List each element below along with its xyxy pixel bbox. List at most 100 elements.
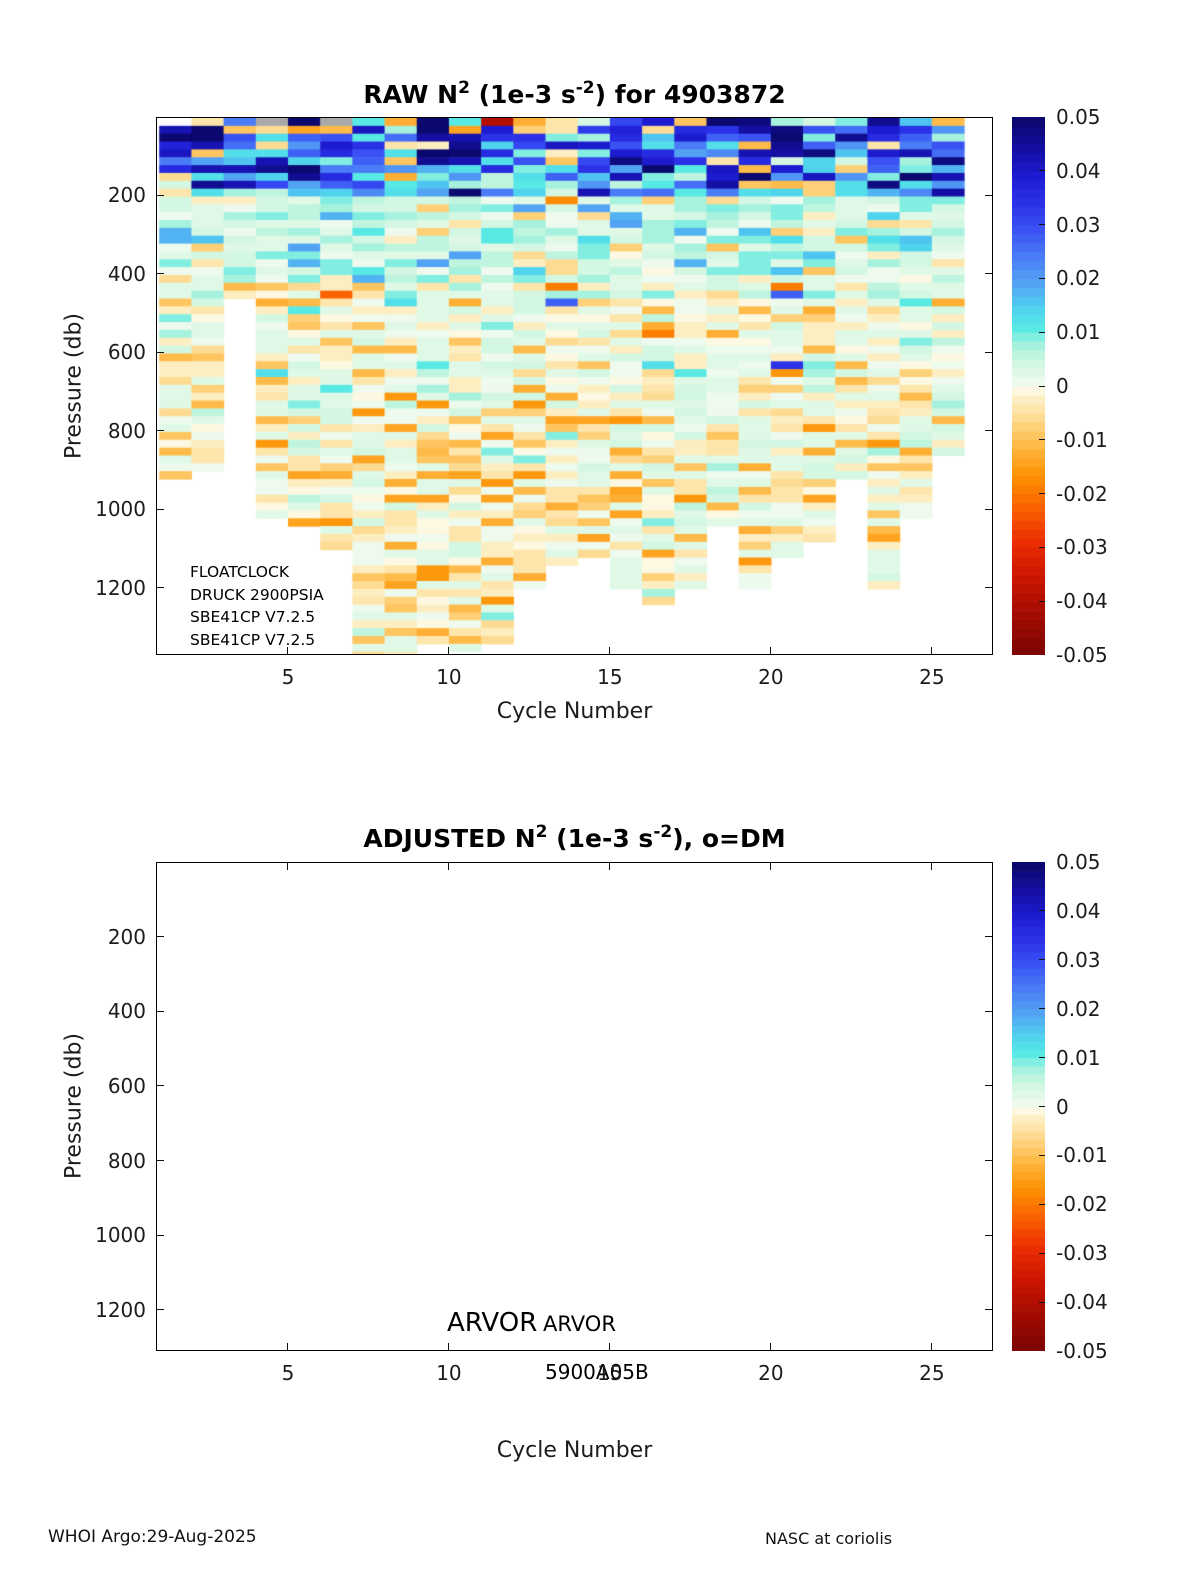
y-tick-label: 1000: [95, 497, 146, 522]
colorbar-tick: [1039, 546, 1045, 548]
y-tick-right: [985, 430, 992, 432]
plot1-title: RAW N2 (1e-3 s-2) for 4903872: [156, 78, 993, 109]
y-tick-label: 600: [107, 1073, 146, 1098]
x-tick-label: 20: [758, 1361, 784, 1385]
colorbar-tick-label: -0.04: [1056, 1290, 1108, 1315]
x-tick-label: 5: [281, 665, 295, 689]
colorbar-tick: [1039, 1057, 1045, 1059]
x-tick-label: 15: [597, 665, 623, 689]
y-tick-right: [985, 1085, 992, 1087]
colorbar-tick-label: 0.02: [1056, 266, 1101, 291]
x-tick-label: 25: [919, 1361, 945, 1385]
colorbar-tick: [1039, 331, 1045, 333]
colorbar-tick: [1039, 959, 1045, 961]
colorbar-tick: [1039, 277, 1045, 279]
plot1-xlabel: Cycle Number: [496, 699, 653, 724]
colorbar-tick-label: -0.04: [1056, 589, 1108, 614]
colorbar-tick-label: -0.02: [1056, 481, 1108, 506]
colorbar-tick-label: 0: [1056, 1094, 1069, 1119]
colorbar-tick-label: 0.02: [1056, 996, 1101, 1021]
plot1-instrument-notes: FLOATCLOCK DRUCK 2900PSIA SBE41CP V7.2.5…: [190, 561, 324, 651]
plot2-axes: [156, 862, 993, 1351]
x-tick-top: [448, 863, 450, 870]
note-line-2: DRUCK 2900PSIA: [190, 585, 324, 604]
colorbar-tick: [1039, 170, 1045, 172]
plot1-title-text: RAW N: [363, 80, 459, 109]
footer-left: WHOI Argo:29-Aug-2025: [48, 1527, 257, 1547]
plot1-title-suffix: ) for 4903872: [594, 80, 786, 109]
y-tick-label: 800: [107, 1148, 146, 1173]
colorbar-tick-label: -0.01: [1056, 1143, 1108, 1168]
colorbar-tick-label: 0: [1056, 374, 1069, 398]
note-line-1: FLOATCLOCK: [190, 563, 289, 581]
colorbar-tick: [1039, 1106, 1045, 1107]
y-tick-right: [985, 587, 992, 589]
x-tick: [287, 1343, 289, 1350]
y-tick-right: [985, 194, 992, 196]
y-tick-right: [985, 1309, 992, 1311]
colorbar-tick: [1039, 224, 1045, 226]
colorbar-tick-label: 0.01: [1056, 1045, 1101, 1070]
colorbar-tick: [1039, 1301, 1045, 1303]
x-tick-label: 20: [758, 665, 784, 689]
y-tick-right: [985, 273, 992, 275]
colorbar-tick: [1039, 493, 1045, 495]
colorbar-tick: [1039, 439, 1045, 441]
x-tick-top: [770, 863, 772, 870]
x-tick-label: 5: [281, 1361, 295, 1385]
footer-right: NASC at coriolis: [765, 1529, 893, 1548]
y-tick: [157, 1085, 164, 1087]
y-tick: [157, 351, 164, 353]
plot2-annotation-float-id: 5900A05B: [545, 1360, 649, 1384]
colorbar-tick: [1039, 385, 1045, 387]
y-tick: [157, 1160, 164, 1162]
y-tick-label: 400: [107, 261, 146, 286]
plot2-title-sup1: 2: [535, 822, 548, 842]
x-tick: [448, 647, 450, 654]
x-tick: [609, 647, 611, 654]
y-tick-label: 1000: [95, 1223, 146, 1248]
x-tick-top: [931, 863, 933, 870]
colorbar-tick-label: 0.01: [1056, 320, 1101, 345]
y-tick: [157, 430, 164, 432]
colorbar-tick-label: -0.01: [1056, 427, 1108, 452]
plot1-title-sup1: 2: [458, 78, 470, 98]
y-tick-label: 1200: [95, 1297, 146, 1322]
y-tick-right: [985, 1234, 992, 1236]
plot2-annotation-arvor-small: ARVOR: [543, 1312, 616, 1336]
y-tick-label: 200: [107, 924, 146, 949]
x-tick-label: 25: [919, 665, 945, 689]
plot2-title: ADJUSTED N2 (1e-3 s-2), o=DM: [156, 822, 993, 853]
x-tick-label: 10: [436, 1361, 462, 1385]
y-tick: [157, 194, 164, 196]
colorbar-tick: [1039, 1203, 1045, 1205]
x-tick: [931, 1343, 933, 1350]
colorbar-tick: [1039, 1154, 1045, 1156]
y-tick-right: [985, 1010, 992, 1012]
y-tick-right: [985, 508, 992, 510]
y-tick-label: 1200: [95, 575, 146, 600]
x-tick-label: 15: [597, 1361, 623, 1385]
colorbar-tick-label: 0.03: [1056, 947, 1101, 972]
plot2-xlabel: Cycle Number: [496, 1438, 653, 1463]
x-tick: [448, 1343, 450, 1350]
colorbar-tick-label: 0.05: [1056, 105, 1101, 129]
x-tick-top: [609, 863, 611, 870]
colorbar-tick: [1039, 600, 1045, 602]
x-tick: [770, 1343, 772, 1350]
x-tick: [287, 647, 289, 654]
y-tick-label: 200: [107, 183, 146, 208]
x-tick: [770, 647, 772, 654]
y-tick: [157, 1010, 164, 1012]
colorbar-tick-label: 0.03: [1056, 212, 1101, 237]
plot2-title-text: ADJUSTED N: [363, 824, 536, 853]
x-tick: [609, 1343, 611, 1350]
y-tick: [157, 1234, 164, 1236]
plot2-title-suffix: ), o=DM: [672, 824, 786, 853]
y-tick: [157, 273, 164, 275]
colorbar-tick: [1039, 1008, 1045, 1010]
plot1-title-mid: (1e-3 s: [469, 80, 576, 109]
note-line-4: SBE41CP V7.2.5: [190, 630, 316, 649]
colorbar-tick-label: -0.05: [1056, 1339, 1108, 1363]
